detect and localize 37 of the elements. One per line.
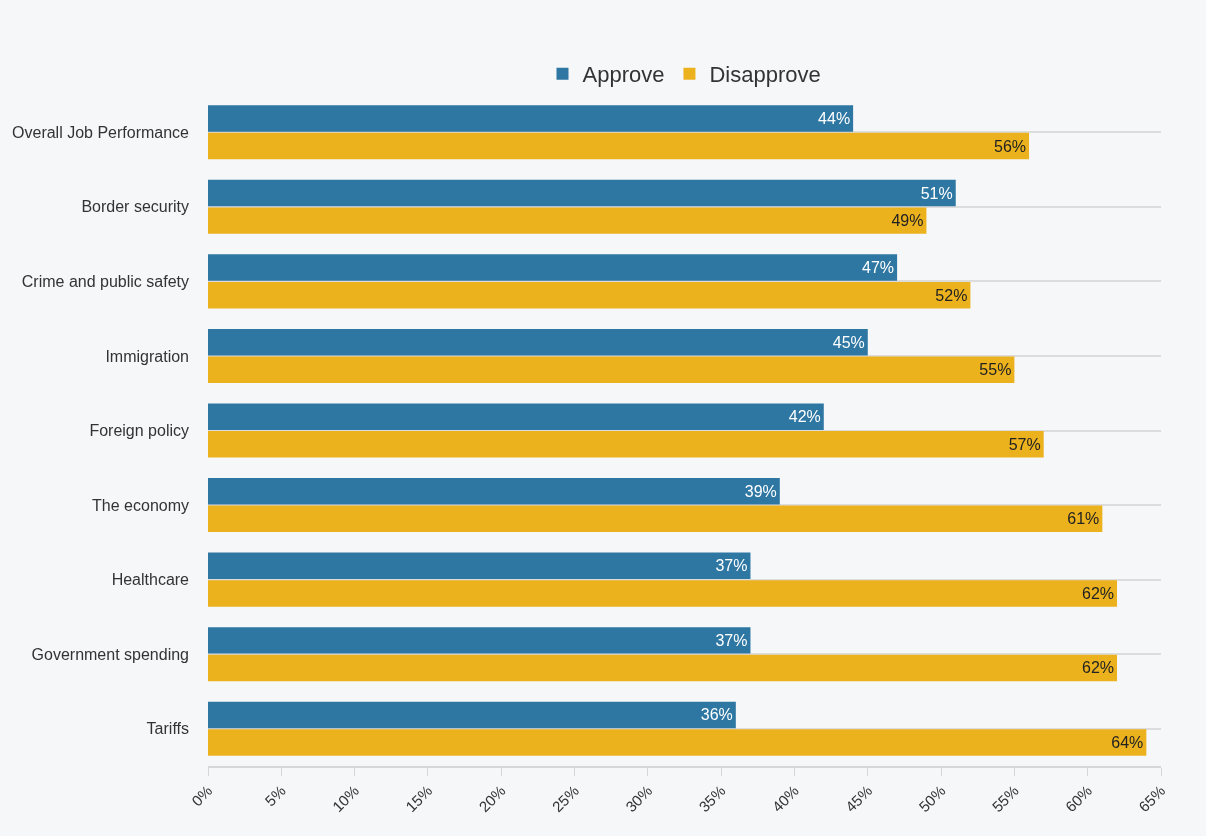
data-label: 47% [862,259,895,277]
data-label: 56% [994,137,1027,155]
data-label: 57% [1008,435,1041,453]
legend-label: Disapprove [709,62,821,88]
data-label: 64% [1111,734,1144,752]
data-label: 62% [1081,659,1115,677]
data-label: 37% [715,557,748,575]
y-tick-label: Immigration [105,347,189,365]
y-tick-label: Government spending [31,645,189,663]
data-label: 55% [979,361,1012,379]
y-tick-label: Overall Job Performance [12,123,190,141]
x-tick-label: 0% [188,781,216,810]
legend-label: Approve [582,62,665,88]
data-label: 44% [818,109,851,127]
y-tick-label: Tariffs [146,720,189,738]
y-tick-label: Crime and public safety [21,272,189,290]
x-tick-label: 60% [1061,781,1096,816]
data-label: 51% [920,184,953,202]
x-tick-label: 50% [915,781,949,816]
y-tick-label: Border security [81,198,189,216]
y-tick-label: Foreign policy [89,422,189,440]
data-label: 39% [744,482,777,500]
data-label: 45% [832,333,865,351]
x-tick-label: 35% [695,781,729,816]
data-label: 42% [788,408,821,426]
x-tick-label: 5% [261,781,289,810]
y-tick-label: Healthcare [111,571,190,589]
data-label: 61% [1067,510,1100,528]
y-tick-label: The economy [92,496,189,514]
data-label: 62% [1081,584,1115,602]
data-label: 52% [935,286,968,304]
x-tick-label: 40% [768,781,802,816]
x-tick-label: 45% [841,781,876,816]
data-label: 49% [891,212,924,230]
data-label: 37% [715,631,748,649]
data-label: 36% [700,706,733,724]
x-tick-label: 65% [1135,781,1169,816]
